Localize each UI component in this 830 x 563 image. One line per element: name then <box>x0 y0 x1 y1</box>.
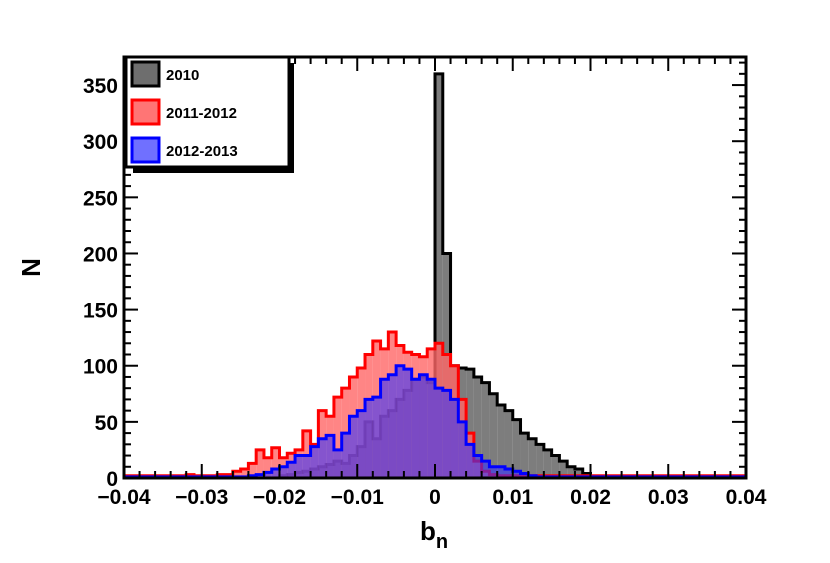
histogram-bar <box>504 469 513 478</box>
histogram-bar <box>248 463 257 478</box>
histogram-bar <box>357 410 366 478</box>
y-tick-label: 0 <box>106 468 118 491</box>
histogram-bar <box>372 397 381 478</box>
x-tick-label: 0.02 <box>570 486 611 509</box>
histogram-bar <box>333 449 342 478</box>
histogram-bar <box>512 471 521 478</box>
histogram-bar <box>435 388 443 478</box>
histogram-bar <box>512 419 521 478</box>
histogram-bar <box>318 438 327 478</box>
series-layer <box>122 72 748 480</box>
histogram-bar <box>473 376 482 478</box>
histogram-bar <box>240 469 249 478</box>
legend-label: 2010 <box>166 67 199 84</box>
histogram-bar <box>295 455 303 478</box>
histogram-bar <box>559 461 568 478</box>
histogram-bar <box>341 433 350 478</box>
x-tick-label: 0.04 <box>726 486 767 509</box>
histogram-bar <box>279 466 288 478</box>
legend-label: 2012-2013 <box>166 143 238 160</box>
histogram-bar <box>263 472 272 478</box>
y-tick-label: 100 <box>83 356 118 379</box>
histogram-bar <box>504 410 513 478</box>
histogram-bar <box>435 73 443 478</box>
histogram-bar <box>287 462 296 478</box>
histogram-bar <box>489 393 498 478</box>
series-2012-2013 <box>122 364 748 479</box>
histogram-bar <box>365 399 373 478</box>
histogram-bar <box>427 379 435 478</box>
x-axis-title-subscript: n <box>436 531 448 553</box>
y-tick-label: 200 <box>83 243 118 266</box>
histogram-bar <box>419 374 428 478</box>
histogram-bar <box>256 474 264 478</box>
histogram-bar <box>497 405 505 478</box>
legend: 2010 2011-2012 2012-2013 <box>124 55 294 173</box>
legend-swatch <box>130 60 161 88</box>
histogram-bar <box>574 469 583 478</box>
histogram-bar <box>442 390 451 478</box>
tick-labels: −0.04 −0.03 −0.02 −0.01 0 0.01 0.02 0.03 0.04 0 50… <box>83 75 767 509</box>
histogram-bar <box>450 399 459 478</box>
x-tick-label: −0.01 <box>331 486 384 509</box>
x-tick-label: 0.03 <box>648 486 689 509</box>
axis-ticks <box>123 57 747 479</box>
y-tick-label: 150 <box>83 300 118 323</box>
histogram-bar <box>271 447 280 478</box>
legend-label: 2011-2012 <box>166 105 237 122</box>
legend-swatch <box>130 136 161 164</box>
histogram-bar <box>263 457 272 478</box>
x-tick-label: −0.02 <box>253 486 306 509</box>
histogram-bar <box>520 473 529 478</box>
histogram-bar <box>458 421 467 478</box>
histogram-bar <box>411 379 420 478</box>
histogram-bar <box>271 469 280 478</box>
histogram-bar <box>536 444 544 478</box>
y-tick-label: 250 <box>83 187 118 210</box>
histogram-bar <box>473 455 482 478</box>
x-tick-label: −0.03 <box>175 486 228 509</box>
histogram-bar <box>466 369 474 478</box>
histogram-bar <box>520 433 529 478</box>
legend-swatch <box>130 98 161 126</box>
histogram-bar <box>528 438 537 478</box>
histogram-bar <box>543 449 552 478</box>
histogram-bar <box>256 449 264 478</box>
histogram-bar <box>380 379 389 478</box>
histogram-bar <box>481 382 490 478</box>
histogram-bar <box>326 435 334 478</box>
histogram-bar <box>403 369 412 478</box>
y-axis-title: N <box>16 258 46 277</box>
histogram-bar <box>567 466 575 478</box>
x-tick-label: −0.04 <box>97 486 150 509</box>
y-tick-label: 50 <box>95 412 118 435</box>
x-tick-label: 0 <box>429 486 441 509</box>
histogram-bar <box>481 461 490 478</box>
histogram-bar <box>232 471 241 478</box>
y-tick-label: 350 <box>83 75 118 98</box>
x-tick-label: 0.01 <box>492 486 533 509</box>
x-axis-title: bn <box>420 516 448 553</box>
histogram-bar <box>310 446 319 478</box>
histogram-bar <box>388 374 397 478</box>
histogram-bar <box>497 466 505 478</box>
histogram-bar <box>551 455 560 478</box>
histogram-bar <box>489 466 498 478</box>
histogram-bar <box>396 365 404 478</box>
histogram-bar <box>302 455 311 478</box>
histogram-bar <box>349 416 358 478</box>
histogram-bar <box>466 444 474 478</box>
x-axis-title-main: b <box>420 516 436 546</box>
y-tick-label: 300 <box>83 131 118 154</box>
histogram-bar <box>333 397 342 478</box>
